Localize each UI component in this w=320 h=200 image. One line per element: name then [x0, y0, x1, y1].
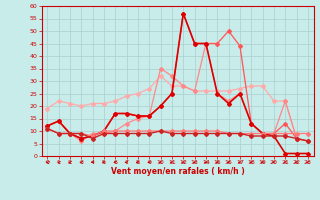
- X-axis label: Vent moyen/en rafales ( km/h ): Vent moyen/en rafales ( km/h ): [111, 167, 244, 176]
